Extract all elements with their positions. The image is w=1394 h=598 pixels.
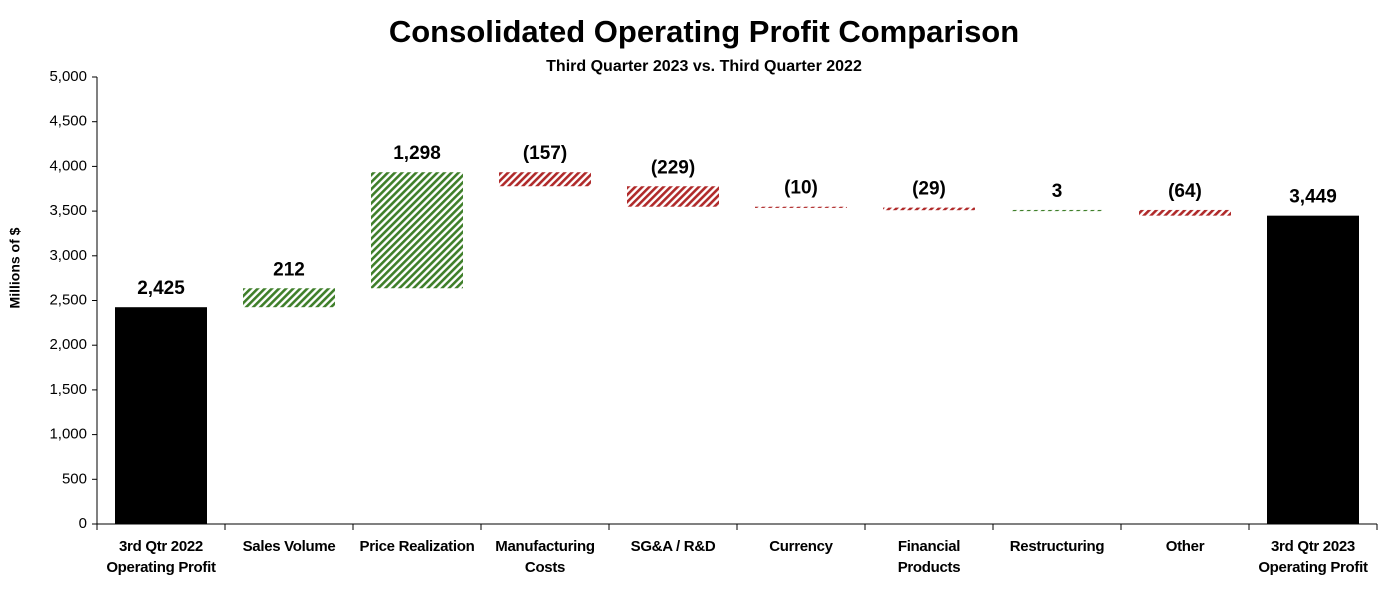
data-label: 2,425 <box>137 278 185 299</box>
x-tick-label: Other <box>1165 538 1205 555</box>
y-tick-label: 1,000 <box>49 426 87 443</box>
x-tick-label: Sales Volume <box>242 538 336 555</box>
data-label: 3 <box>1052 181 1063 202</box>
bar <box>627 186 719 207</box>
x-tick-label: SG&A / R&D <box>630 538 716 555</box>
y-tick-label: 3,500 <box>49 202 87 219</box>
y-tick-label: 1,500 <box>49 381 87 398</box>
bar <box>371 172 463 289</box>
data-label: (64) <box>1168 181 1202 202</box>
y-tick-label: 4,500 <box>49 113 87 130</box>
y-tick-label: 5,000 <box>49 68 87 85</box>
bar <box>115 307 207 524</box>
data-label: 212 <box>273 259 305 280</box>
chart-title: Consolidated Operating Profit Comparison <box>389 14 1019 49</box>
data-label: 3,449 <box>1289 187 1337 208</box>
x-tick-label: Manufacturing Costs <box>495 538 595 576</box>
bar <box>1011 209 1103 212</box>
y-tick-label: 2,500 <box>49 291 87 308</box>
y-tick-label: 4,000 <box>49 157 87 174</box>
data-label: (29) <box>912 179 946 200</box>
x-tick-label: Currency <box>769 538 833 555</box>
y-tick-label: 500 <box>62 470 87 487</box>
y-tick-label: 3,000 <box>49 247 87 264</box>
y-axis-label: Millions of $ <box>7 227 23 308</box>
y-tick-label: 0 <box>79 515 87 532</box>
x-tick-label: 3rd Qtr 2022 Operating Profit <box>106 538 216 576</box>
bar <box>755 206 847 208</box>
bar <box>883 207 975 211</box>
bar <box>499 172 591 187</box>
data-label: 1,298 <box>393 143 441 164</box>
bar <box>1139 209 1231 216</box>
data-label: (157) <box>523 143 567 164</box>
data-label: (10) <box>784 178 818 199</box>
chart-subtitle: Third Quarter 2023 vs. Third Quarter 202… <box>546 58 862 75</box>
x-tick-label: Price Realization <box>359 538 475 555</box>
x-tick-label: Financial Products <box>897 538 961 576</box>
bar <box>1267 215 1359 524</box>
y-tick-label: 2,000 <box>49 336 87 353</box>
bar <box>243 288 335 308</box>
x-tick-label: 3rd Qtr 2023 Operating Profit <box>1258 538 1368 576</box>
x-tick-label: Restructuring <box>1009 538 1105 555</box>
data-label: (229) <box>651 157 695 178</box>
